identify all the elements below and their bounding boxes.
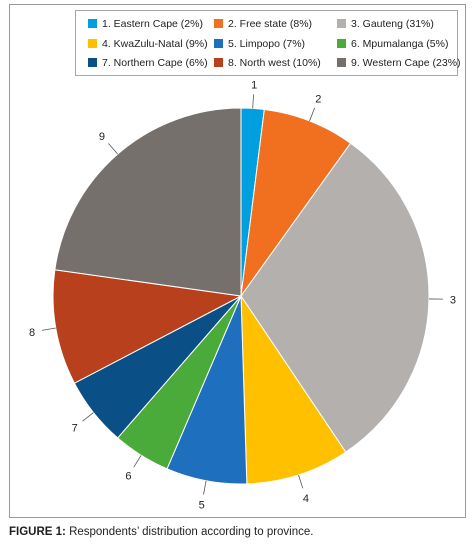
leader-line-7 [82,412,94,422]
chart-legend: 1. Eastern Cape (2%) 2. Free state (8%) 3.… [75,10,461,76]
legend-label-6: 6. Mpumalanga (5%) [351,38,449,50]
pie-slices [52,107,430,485]
legend-swatch-1 [88,19,97,28]
legend-swatch-8 [214,58,223,67]
pie-label-6: 6 [125,471,131,483]
pie-slice-2 [240,108,352,297]
legend-swatch-6 [337,39,346,48]
legend-label-8: 8. North west (10%) [228,57,321,69]
pie-slice-9 [54,107,242,297]
legend-label-5: 5. Limpopo (7%) [228,38,306,50]
legend-swatch-2 [214,19,223,28]
caption-prefix: FIGURE 1: [9,526,66,538]
pie-leader-lines [41,94,443,495]
legend-swatch-9 [337,58,346,67]
leader-line-9 [108,143,118,155]
leader-line-1 [252,94,254,109]
legend-swatch-7 [88,58,97,67]
legend-swatch-3 [337,19,346,28]
legend-swatch-4 [88,39,97,48]
legend-swatch-5 [214,39,223,48]
pie-label-5: 5 [199,499,205,511]
leader-line-6 [133,455,142,468]
pie-label-1: 1 [251,79,257,91]
leader-line-4 [298,474,304,489]
pie-label-4: 4 [303,493,309,505]
legend-label-1: 1. Eastern Cape (2%) [102,18,203,30]
legend-label-4: 4. KwaZulu-Natal (9%) [102,38,208,50]
leader-line-5 [203,480,207,495]
figure-caption: FIGURE 1: Respondents’ distribution acco… [9,526,313,538]
pie-label-2: 2 [315,94,321,106]
pie-label-8: 8 [29,327,35,339]
legend-label-3: 3. Gauteng (31%) [351,18,434,30]
pie-labels: 1 2 3 4 5 6 7 8 9 [29,79,456,511]
pie-label-9: 9 [99,131,105,143]
pie-chart: 1 2 3 4 5 6 7 8 9 [29,79,456,511]
legend-label-7: 7. Northern Cape (6%) [102,57,208,69]
legend-label-2: 2. Free state (8%) [228,18,313,30]
pie-slice-8 [52,269,243,384]
pie-slice-3 [240,142,430,453]
pie-label-7: 7 [72,422,78,434]
legend-label-9: 9. Western Cape (23%) [351,57,461,69]
pie-slice-4 [240,294,347,485]
leader-line-2 [309,107,316,122]
caption-text: Respondents’ distribution according to p… [65,526,314,538]
leader-line-8 [41,327,56,331]
pie-label-3: 3 [450,294,456,306]
